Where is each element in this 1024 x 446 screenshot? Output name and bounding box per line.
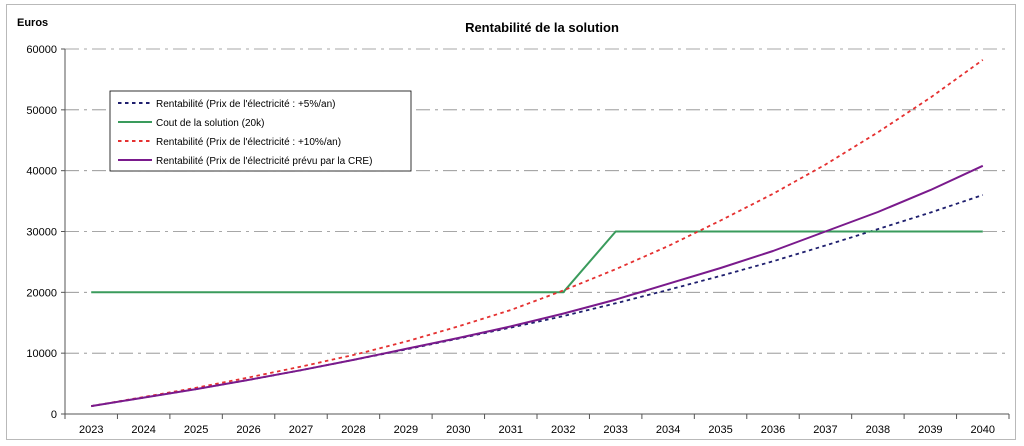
x-tick-label: 2037 <box>813 424 837 436</box>
x-tick-label: 2034 <box>656 424 680 436</box>
chart-title: Rentabilité de la solution <box>465 20 619 35</box>
legend-label-2: Cout de la solution (20k) <box>156 118 264 129</box>
y-tick-label: 50000 <box>26 105 57 117</box>
y-tick-label: 10000 <box>26 348 57 360</box>
legend-box <box>109 90 412 172</box>
x-tick-label: 2026 <box>236 424 260 436</box>
x-tick-label: 2032 <box>551 424 575 436</box>
x-tick-label: 2040 <box>971 424 995 436</box>
x-tick-label: 2033 <box>603 424 627 436</box>
x-tick-label: 2038 <box>866 424 890 436</box>
legend-label-3: Rentabilité (Prix de l'électricité : +10… <box>156 137 341 148</box>
x-tick-label: 2028 <box>341 424 365 436</box>
series-line-1 <box>91 194 984 407</box>
line-chart: Rentabilité de la solution Euros 0 10000 200… <box>17 17 1010 436</box>
chart-frame: Rentabilité de la solution Euros 0 10000 200… <box>6 4 1016 440</box>
y-tick-label: 40000 <box>26 166 57 178</box>
x-tick-label: 2029 <box>394 424 418 436</box>
x-tick-label: 2023 <box>79 424 103 436</box>
legend-label-1: Rentabilité (Prix de l'électricité : +5%… <box>156 99 336 110</box>
x-tick-label: 2030 <box>446 424 470 436</box>
x-tick-label: 2035 <box>708 424 732 436</box>
series-line-2 <box>91 230 983 294</box>
series-line-4 <box>91 164 984 408</box>
y-tick-label: 20000 <box>26 287 57 299</box>
legend-label-4: Rentabilité (Prix de l'électricité prévu… <box>156 156 372 167</box>
x-tick-label: 2027 <box>289 424 313 436</box>
x-tick-label: 2025 <box>184 424 208 436</box>
x-tick-label: 2036 <box>761 424 785 436</box>
y-axis-label: Euros <box>17 17 48 29</box>
x-tick-label: 2039 <box>918 424 942 436</box>
x-tick-label: 2024 <box>131 424 155 436</box>
y-tick-label: 60000 <box>26 44 57 56</box>
y-tick-label: 0 <box>51 409 57 421</box>
y-tick-label: 30000 <box>26 227 57 239</box>
x-tick-label: 2031 <box>499 424 523 436</box>
